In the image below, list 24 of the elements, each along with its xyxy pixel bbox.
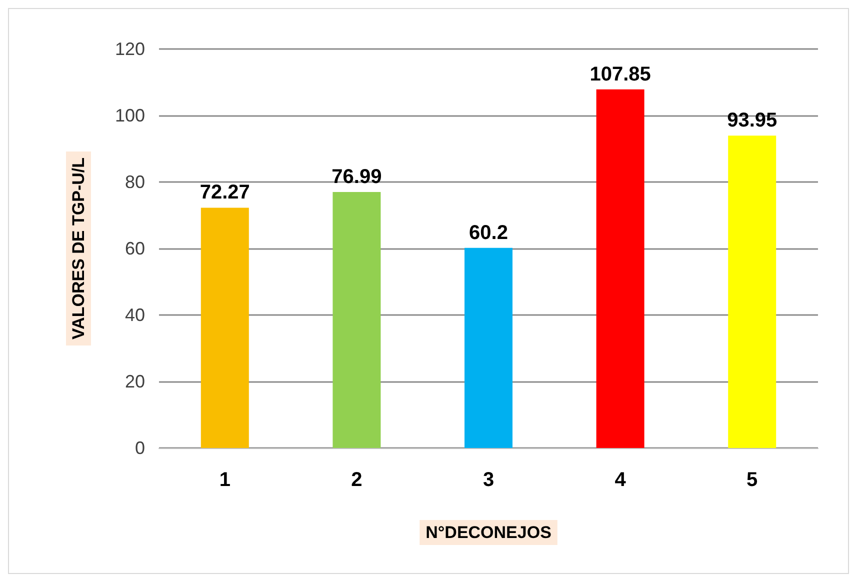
bar — [596, 89, 644, 448]
x-tick-label: 2 — [351, 469, 362, 491]
x-tick-label: 1 — [219, 469, 230, 491]
data-label: 107.85 — [590, 63, 651, 86]
y-tick-label: 60 — [124, 238, 145, 258]
x-tick-label: 5 — [746, 469, 758, 491]
bar — [464, 248, 512, 448]
data-label: 72.27 — [200, 182, 250, 204]
y-tick-label: 40 — [124, 305, 145, 325]
bar — [332, 192, 381, 448]
y-tick-label: 80 — [124, 172, 145, 192]
data-label: 93.95 — [727, 110, 778, 132]
data-label: 76.99 — [332, 166, 382, 188]
y-tick-label: 100 — [114, 106, 145, 126]
y-axis-title: VALORES DE TGP-U/L — [69, 158, 88, 340]
x-axis-title: N°DECONEJOS — [426, 523, 552, 542]
y-tick-label: 120 — [114, 39, 145, 59]
bar — [728, 136, 776, 448]
y-tick-label: 20 — [124, 372, 145, 392]
x-tick-label: 4 — [614, 469, 627, 491]
bar — [200, 208, 249, 448]
data-label: 60.2 — [469, 222, 508, 244]
y-tick-label: 0 — [134, 438, 145, 458]
x-tick-label: 3 — [482, 469, 494, 491]
